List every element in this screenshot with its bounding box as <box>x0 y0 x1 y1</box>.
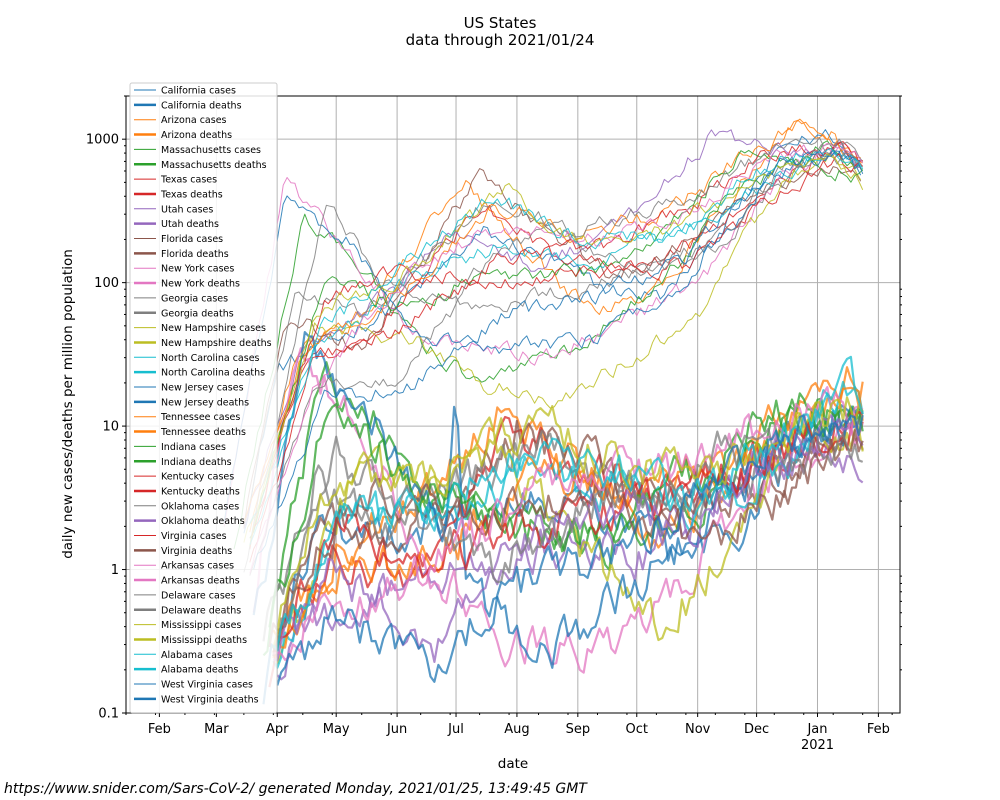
y-axis-label: daily new cases/deaths per million popul… <box>60 249 76 559</box>
series-line <box>223 143 862 527</box>
x-tick-label: Sep <box>566 722 591 737</box>
legend-label: Virginia cases <box>161 531 227 542</box>
legend-label: Kentucky cases <box>161 472 234 483</box>
x-tick-label: Apr <box>266 722 289 737</box>
series-line <box>272 366 864 659</box>
legend-label: West Virginia deaths <box>161 694 259 705</box>
legend-label: North Carolina cases <box>161 353 260 364</box>
series-line <box>272 380 864 669</box>
series-line <box>272 379 864 649</box>
legend-label: West Virginia cases <box>161 680 253 691</box>
legend-label: Florida cases <box>161 234 223 245</box>
x-tick-year-label: 2021 <box>801 738 834 753</box>
legend-label: Tennessee cases <box>160 412 240 423</box>
legend-label: New Hampshire cases <box>161 323 266 334</box>
footer-source: https://www.snider.com/Sars-CoV-2/ gener… <box>4 781 587 797</box>
x-tick-label: Feb <box>867 722 890 737</box>
plot-frame <box>125 95 901 714</box>
legend-label: Georgia cases <box>161 293 228 304</box>
x-tick-label: Mar <box>204 722 229 737</box>
legend: California cases California deaths Arizona… <box>129 82 278 714</box>
legend-label: Tennessee deaths <box>160 427 246 438</box>
plot-area <box>223 118 864 705</box>
y-tick-label: 1 <box>111 563 119 578</box>
x-tick-label: Oct <box>626 722 648 737</box>
series-line <box>249 147 864 546</box>
x-tick-label: Dec <box>744 722 769 737</box>
series-line <box>249 152 863 524</box>
legend-label: Kentucky deaths <box>161 486 240 497</box>
series-line <box>272 429 864 657</box>
legend-label: Mississippi deaths <box>161 635 247 646</box>
legend-label: Massachusetts deaths <box>161 160 267 171</box>
legend-label: Indiana deaths <box>161 457 232 468</box>
legend-label: Arizona cases <box>161 115 227 126</box>
legend-label: California cases <box>161 86 236 97</box>
legend-label: Indiana cases <box>161 442 226 453</box>
legend-label: New Hampshire deaths <box>161 338 272 349</box>
legend-label: Texas deaths <box>160 189 223 200</box>
series-line <box>249 149 864 539</box>
y-tick-label: 100 <box>94 276 119 291</box>
legend-label: Massachusetts cases <box>161 145 261 156</box>
legend-label: Oklahoma cases <box>161 501 239 512</box>
legend-label: New Jersey deaths <box>161 397 249 408</box>
series-layer <box>223 118 864 705</box>
series-line <box>249 141 864 563</box>
x-tick-label: Feb <box>148 722 171 737</box>
legend-label: Virginia deaths <box>161 546 232 557</box>
legend-label: Utah deaths <box>161 219 219 230</box>
legend-label: Alabama deaths <box>161 665 238 676</box>
chart-title-line-2: data through 2021/01/24 <box>406 31 595 49</box>
x-tick-label: Aug <box>504 722 529 737</box>
legend-label: New York deaths <box>161 279 240 290</box>
x-tick-label: May <box>323 722 350 737</box>
legend-label: Texas cases <box>160 175 217 186</box>
legend-label: Arizona deaths <box>161 130 232 141</box>
series-line <box>223 148 861 523</box>
chart-title-line-1: US States <box>464 14 537 32</box>
x-axis-label: date <box>498 756 528 772</box>
series-line <box>243 129 861 530</box>
series-line <box>252 331 864 669</box>
legend-label: Georgia deaths <box>161 308 234 319</box>
legend-label: California deaths <box>161 100 242 111</box>
series-line <box>272 355 864 652</box>
legend-box <box>129 82 278 714</box>
x-tick-label: Nov <box>685 722 711 737</box>
series-line <box>249 153 864 547</box>
y-tick-label: 0.1 <box>98 707 119 722</box>
legend-label: New York cases <box>161 264 234 275</box>
series-line <box>273 386 864 661</box>
x-tick-label: Jun <box>386 722 407 737</box>
series-line <box>249 137 864 576</box>
legend-label: New Jersey cases <box>161 383 244 394</box>
legend-label: Arkansas deaths <box>161 576 240 587</box>
series-line <box>262 410 862 642</box>
series-line <box>268 392 864 628</box>
legend-label: North Carolina deaths <box>161 368 265 379</box>
axes: 0.1 1 10 100 1000 Feb Mar Apr May Jun Jul Aug Sep Oct… <box>86 95 902 753</box>
legend-label: Utah cases <box>161 204 213 215</box>
legend-label: Delaware cases <box>161 590 236 601</box>
legend-label: Arkansas cases <box>161 561 234 572</box>
legend-label: Delaware deaths <box>161 605 241 616</box>
legend-label: Florida deaths <box>161 249 229 260</box>
y-tick-label: 1000 <box>86 133 119 148</box>
series-line <box>276 414 864 686</box>
x-tick-label: Jul <box>447 722 464 737</box>
legend-label: Mississippi cases <box>161 620 241 631</box>
series-line <box>243 119 861 522</box>
legend-label: Oklahoma deaths <box>161 516 245 527</box>
x-tick-label: Jan <box>806 722 827 737</box>
series-line <box>272 396 864 649</box>
series-line <box>249 153 863 550</box>
series-line <box>268 410 864 688</box>
series-line <box>253 150 864 570</box>
series-line <box>249 142 864 574</box>
legend-label: Alabama cases <box>161 650 233 661</box>
series-line <box>252 347 864 674</box>
y-tick-label: 10 <box>102 420 119 435</box>
